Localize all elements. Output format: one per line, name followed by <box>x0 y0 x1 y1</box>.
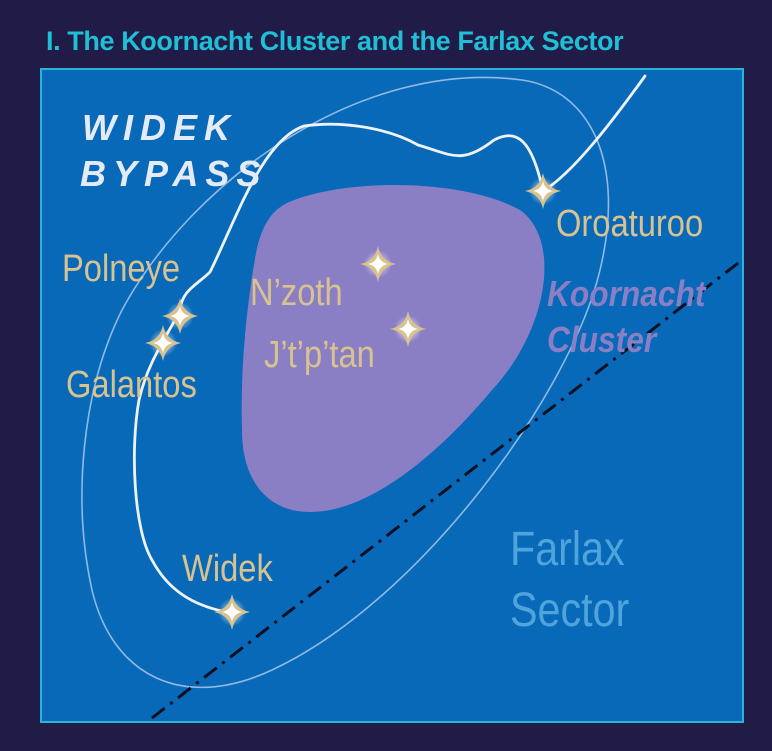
star-marker-widek[interactable] <box>214 594 250 630</box>
map-canvas <box>81 74 742 720</box>
farlax-sector-boundary <box>151 258 742 720</box>
widek-bypass-route <box>133 74 647 614</box>
map-panel: WIDEK BYPASS Oroaturoo Polneye N’zoth J’… <box>40 68 744 723</box>
koornacht-label-line2: Cluster <box>547 319 657 360</box>
koornacht-cluster-region <box>241 185 545 513</box>
widek-bypass-label-line1: WIDEK <box>82 107 237 148</box>
label-oroaturoo: Oroaturoo <box>556 203 704 245</box>
farlax-label-line1: Farlax <box>510 523 625 576</box>
farlax-label-line2: Sector <box>510 584 630 637</box>
label-jtptan: J’t’p’tan <box>264 334 375 376</box>
label-polneye: Polneye <box>62 248 181 290</box>
star-marker-jtptan[interactable] <box>390 311 426 347</box>
label-widek: Widek <box>182 548 273 590</box>
cluster-outer-boundary <box>81 76 610 689</box>
star-marker-polneye[interactable] <box>162 298 198 334</box>
star-marker-nzoth[interactable] <box>360 246 396 282</box>
star-marker-galantos[interactable] <box>145 325 181 361</box>
star-marker-oroaturoo[interactable] <box>525 173 561 209</box>
map-title: I. The Koornacht Cluster and the Farlax … <box>46 26 624 56</box>
label-galantos: Galantos <box>66 364 197 406</box>
koornacht-label-line1: Koornacht <box>547 273 706 314</box>
label-nzoth: N’zoth <box>250 272 343 314</box>
widek-bypass-label-line2: BYPASS <box>80 153 268 194</box>
